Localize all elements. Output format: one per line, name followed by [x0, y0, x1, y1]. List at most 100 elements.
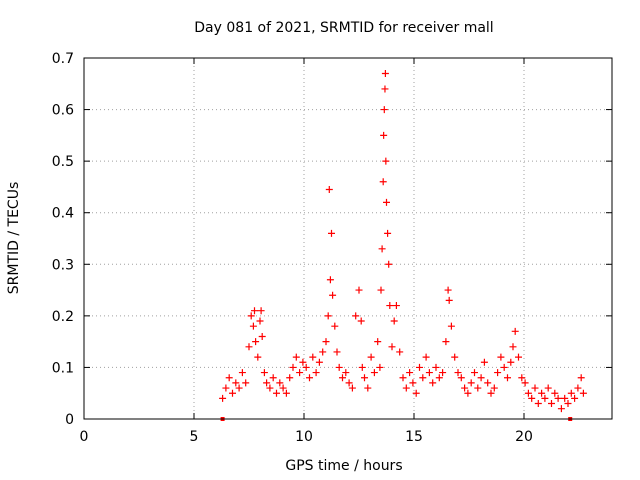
data-point: [219, 394, 227, 402]
data-point: [548, 400, 555, 408]
data-point: [399, 374, 407, 382]
data-point: [257, 307, 265, 315]
data-point: [380, 131, 388, 139]
data-point: [567, 389, 575, 397]
data-point: [467, 379, 475, 387]
y-tick-label: 0.5: [52, 154, 74, 170]
data-point: [474, 384, 482, 392]
data-point: [378, 245, 386, 253]
data-point: [412, 389, 420, 397]
axes: 0 5 10 15 20 0 0.1 0.2 0.3 0.4 0.5 0.6 0.7: [52, 51, 612, 445]
data-point: [451, 353, 459, 361]
data-point: [345, 379, 353, 387]
data-point: [374, 338, 382, 346]
data-point: [225, 374, 233, 382]
data-point: [390, 317, 398, 325]
data-point: [299, 358, 307, 366]
data-point: [335, 363, 343, 371]
data-point: [247, 312, 255, 320]
data-point: [409, 379, 417, 387]
data-point: [306, 374, 313, 382]
data-point: [251, 307, 258, 315]
data-point: [402, 384, 410, 392]
data-point: [379, 178, 387, 186]
data-point: [381, 85, 389, 93]
data-point: [377, 286, 385, 294]
data-point: [518, 374, 526, 382]
x-tick-label: 5: [190, 429, 199, 445]
data-point: [348, 384, 356, 392]
data-point: [494, 369, 502, 377]
data-point: [461, 384, 469, 392]
data-points: [219, 69, 587, 421]
x-tick-label: 0: [80, 429, 89, 445]
data-point: [364, 384, 372, 392]
data-point: [500, 363, 508, 371]
data-point: [422, 353, 430, 361]
data-point: [538, 389, 546, 397]
data-point: [574, 384, 582, 392]
data-point: [419, 374, 427, 382]
x-tick-label: 10: [295, 429, 313, 445]
data-point: [509, 343, 517, 351]
data-point: [406, 369, 414, 377]
data-point: [457, 374, 465, 382]
data-point: [328, 229, 335, 237]
data-point: [249, 322, 257, 330]
data-point: [269, 374, 277, 382]
data-point: [242, 379, 250, 387]
data-point: [425, 369, 433, 377]
data-point: [521, 379, 529, 387]
data-point: [258, 332, 266, 340]
data-point: [339, 374, 346, 382]
data-point: [511, 327, 519, 335]
data-point: [312, 369, 320, 377]
y-tick-label: 0.4: [52, 206, 74, 222]
data-point: [435, 374, 443, 382]
data-point: [392, 302, 400, 310]
y-tick-label: 0.3: [52, 257, 74, 273]
data-point: [381, 69, 389, 77]
data-point: [329, 291, 337, 299]
data-point: [245, 343, 253, 351]
data-point: [439, 369, 447, 377]
data-point: [571, 394, 579, 402]
data-point: [384, 229, 392, 237]
data-point: [252, 338, 260, 346]
data-point: [322, 338, 330, 346]
data-point: [386, 302, 394, 310]
y-tick-label: 0.1: [52, 360, 74, 376]
data-point: [263, 379, 271, 387]
data-point: [471, 369, 478, 377]
data-point: [292, 353, 300, 361]
data-point: [385, 260, 393, 268]
data-point: [382, 157, 390, 165]
y-axis-label: SRMTID / TECUs: [6, 182, 22, 295]
data-point: [331, 322, 339, 330]
data-point: [289, 363, 297, 371]
data-point: [266, 384, 274, 392]
data-point: [480, 358, 488, 366]
data-point: [222, 384, 230, 392]
data-point: [515, 353, 522, 361]
data-point: [319, 348, 327, 356]
data-point: [445, 296, 453, 304]
data-point: [367, 353, 375, 361]
grid-lines: [84, 58, 612, 419]
data-point: [352, 312, 360, 320]
data-point: [554, 394, 562, 402]
data-point: [447, 322, 455, 330]
data-point: [256, 317, 264, 325]
plot-frame: [83, 57, 613, 420]
data-point: [238, 369, 246, 377]
data-point: [370, 369, 378, 377]
chart-title: Day 081 of 2021, SRMTID for receiver mal…: [194, 20, 493, 36]
data-point: [342, 369, 350, 377]
data-point: [355, 286, 363, 294]
data-point: [487, 389, 495, 397]
data-point: [309, 353, 317, 361]
data-point: [315, 358, 323, 366]
data-point: [497, 353, 505, 361]
data-point: [531, 384, 539, 392]
